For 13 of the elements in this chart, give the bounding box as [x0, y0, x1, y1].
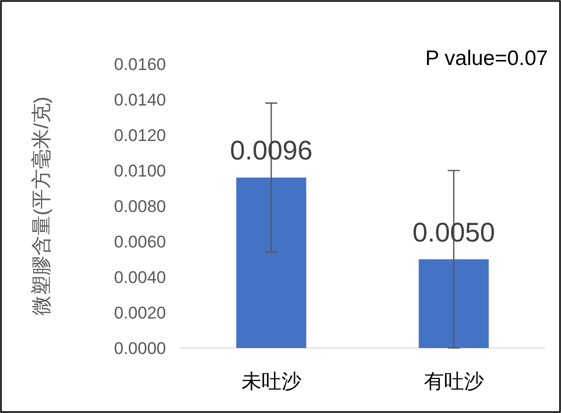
y-tick-label: 0.0060	[114, 232, 166, 252]
y-tick-label: 0.0100	[114, 162, 166, 180]
x-tick-label: 未吐沙	[241, 371, 302, 393]
y-axis-title: 微塑膠含量(平方毫米/克)	[30, 96, 53, 316]
y-tick-label: 0.0040	[114, 268, 166, 287]
y-tick-label: 0.0120	[114, 126, 166, 145]
y-tick-label: 0.0080	[114, 197, 166, 216]
y-tick-label: 0.0020	[114, 304, 166, 322]
y-tick-label: 0.0160	[114, 55, 166, 74]
x-tick-label: 有吐沙	[424, 371, 484, 393]
y-tick-label: 0.0000	[114, 339, 166, 358]
annotation: P value=0.07	[425, 47, 548, 70]
y-tick-label: 0.0140	[114, 90, 166, 110]
